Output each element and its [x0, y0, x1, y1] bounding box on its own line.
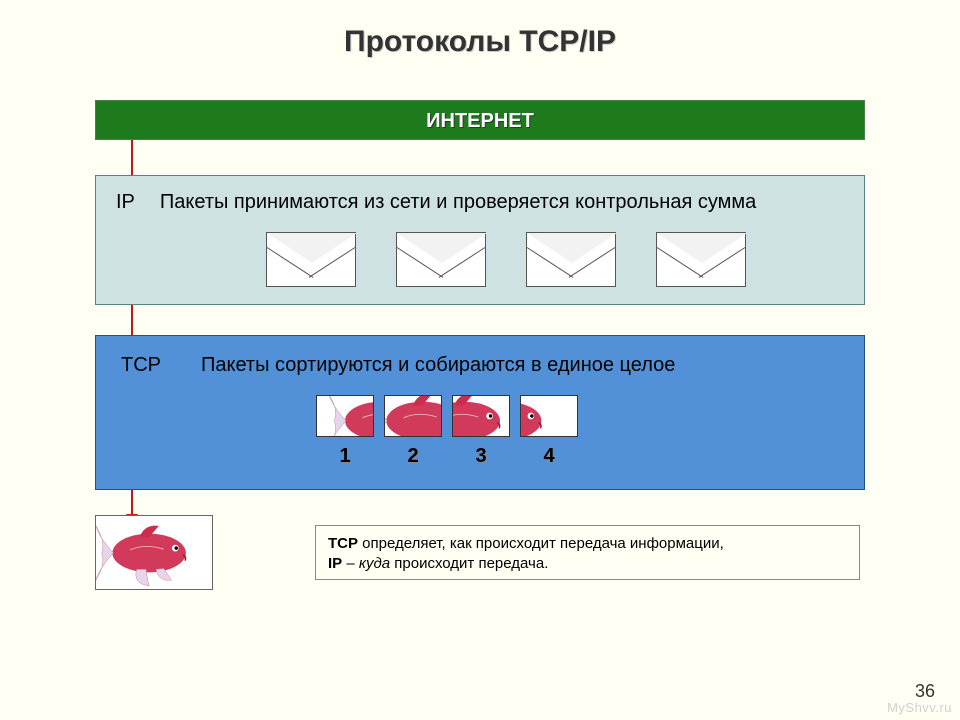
page-number: 36 [915, 681, 935, 702]
piece-number: 1 [316, 445, 374, 468]
note-line2-rest: происходит передача. [390, 555, 548, 572]
envelope-icon [266, 232, 356, 287]
internet-layer: ИНТЕРНЕТ [95, 100, 865, 140]
note-line1: определяет, как происходит передача инфо… [358, 535, 724, 552]
tcp-label: TCP [121, 354, 161, 377]
explanation-note: TCP определяет, как происходит передача … [315, 525, 860, 580]
ip-label: IP [116, 191, 135, 214]
watermark: MyShvv.ru [887, 700, 952, 715]
ip-packets [266, 232, 844, 287]
ip-description: Пакеты принимаются из сети и проверяется… [160, 191, 756, 214]
note-tcp-bold: TCP [328, 535, 358, 552]
piece-numbers: 1 2 3 4 [316, 445, 839, 468]
envelope-icon [396, 232, 486, 287]
tcp-layer: TCP Пакеты сортируются и собираются в ед… [95, 335, 865, 490]
fish-piece-icon [452, 395, 510, 437]
tcp-packet-pieces [316, 395, 839, 437]
fish-piece-icon [520, 395, 578, 437]
assembled-fish-icon [95, 515, 213, 590]
tcp-description: Пакеты сортируются и собираются в единое… [201, 354, 675, 377]
note-dash: – [342, 555, 359, 572]
note-italic: куда [359, 555, 390, 572]
fish-piece-icon [316, 395, 374, 437]
ip-layer: IP Пакеты принимаются из сети и проверяе… [95, 175, 865, 305]
piece-number: 2 [384, 445, 442, 468]
envelope-icon [526, 232, 616, 287]
envelope-icon [656, 232, 746, 287]
piece-number: 4 [520, 445, 578, 468]
note-ip-bold: IP [328, 555, 342, 572]
page-title: Протоколы TCP/IP [0, 0, 960, 59]
piece-number: 3 [452, 445, 510, 468]
fish-piece-icon [384, 395, 442, 437]
